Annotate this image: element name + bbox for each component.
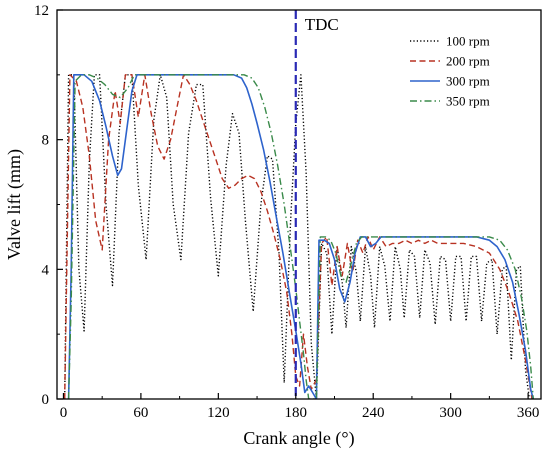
x-axis-title: Crank angle (°)	[243, 428, 354, 449]
x-tick-label: 60	[133, 405, 148, 421]
y-tick-label: 0	[42, 392, 50, 408]
ticks-layer: 0 60 120 180 240 300 360 0 4 8 12	[34, 3, 539, 421]
x-tick-label: 360	[517, 405, 540, 421]
series-line-100-rpm	[64, 74, 531, 399]
legend-label: 200 rpm	[446, 54, 490, 69]
legend-label: 350 rpm	[446, 94, 490, 109]
annotation-layer: TDC	[294, 10, 339, 399]
legend: 100 rpm 200 rpm 300 rpm 350 rpm	[410, 34, 490, 109]
series-layer	[64, 74, 535, 399]
y-tick-label: 4	[42, 262, 50, 278]
x-tick-label: 300	[439, 405, 462, 421]
legend-entry: 300 rpm	[410, 74, 490, 89]
y-tick-label: 8	[42, 133, 50, 149]
legend-entry: 350 rpm	[410, 94, 490, 109]
legend-label: 100 rpm	[446, 34, 490, 49]
x-tick-label: 240	[362, 405, 385, 421]
series-line-350-rpm	[67, 74, 534, 399]
legend-entry: 200 rpm	[410, 54, 490, 69]
legend-label: 300 rpm	[446, 74, 490, 89]
tdc-label: TDC	[305, 15, 339, 34]
series-line-200-rpm	[64, 74, 533, 399]
legend-entry: 100 rpm	[410, 34, 490, 49]
x-tick-label: 120	[207, 405, 230, 421]
x-tick-label: 180	[285, 405, 308, 421]
x-tick-label: 0	[60, 405, 68, 421]
y-axis-title: Valve lift (mm)	[4, 149, 25, 260]
y-tick-label: 12	[34, 3, 49, 19]
